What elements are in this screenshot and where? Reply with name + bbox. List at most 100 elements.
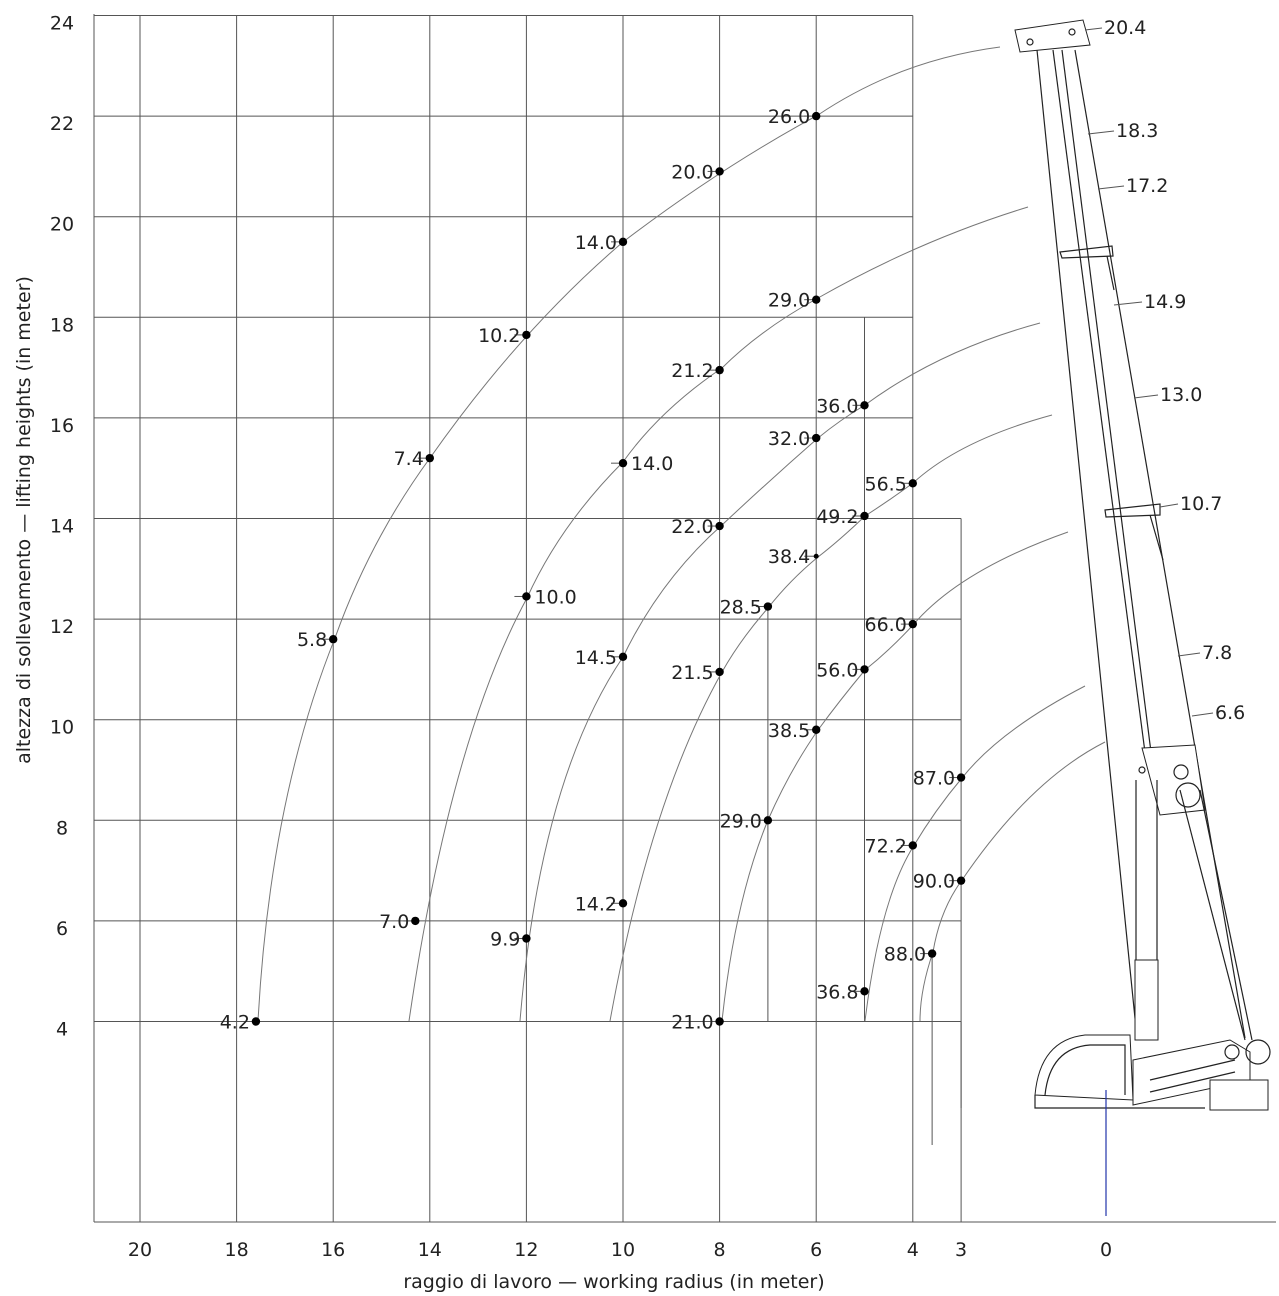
load-point: [522, 330, 531, 340]
load-point: [908, 841, 917, 850]
load-point: [908, 479, 917, 488]
boom-length-label: 17.2: [1126, 175, 1168, 197]
load-point-label: 72.2: [864, 835, 906, 857]
load-point: [715, 1017, 724, 1026]
x-tick-label: 0: [1100, 1239, 1112, 1261]
load-point: [425, 453, 434, 463]
x-tick-label: 12: [514, 1239, 538, 1261]
x-tick-label: 16: [321, 1239, 345, 1261]
load-point-label: 36.0: [816, 395, 858, 417]
range-arc: [919, 741, 1106, 1022]
load-point-label: 21.5: [671, 662, 713, 684]
boom-length-labels: 20.4 18.3 17.2 14.9 13.0 10.7 7.8 6.6: [1084, 17, 1245, 724]
load-point-label: 32.0: [768, 428, 810, 450]
load-point-label: 88.0: [884, 944, 926, 966]
load-point: [812, 725, 821, 734]
boom-length-label: 13.0: [1160, 384, 1202, 406]
x-tick-label: 18: [225, 1239, 249, 1261]
load-point-label: 9.9: [490, 929, 520, 951]
working-range-arcs: [257, 46, 1106, 1022]
load-point: [812, 295, 821, 304]
load-point: [812, 433, 821, 443]
load-point: [812, 111, 821, 121]
load-point-label: 66.0: [864, 614, 906, 636]
load-point: [813, 553, 819, 559]
load-point-label: 36.8: [816, 981, 858, 1003]
load-point-label: 14.2: [575, 893, 617, 915]
load-point-label: 10.2: [478, 325, 520, 347]
boom-length-label: 7.8: [1202, 642, 1232, 664]
load-point-label: 56.5: [864, 473, 906, 495]
range-arc: [721, 531, 1069, 1022]
x-axis-title: raggio di lavoro — working radius (in me…: [403, 1271, 824, 1293]
x-tick-label: 20: [128, 1239, 152, 1261]
load-point-label: 29.0: [768, 290, 810, 312]
load-point-label: 56.0: [816, 659, 858, 681]
load-point: [251, 1017, 261, 1026]
load-point-label: 10.0: [534, 586, 576, 608]
crane-machine-drawing: [1014, 19, 1271, 1216]
load-point: [763, 602, 773, 611]
x-tick-label: 8: [714, 1239, 726, 1261]
load-point: [618, 652, 628, 662]
load-point: [618, 899, 628, 908]
y-tick-label: 10: [50, 717, 74, 739]
load-point: [522, 934, 531, 943]
load-point: [329, 635, 338, 644]
load-point: [860, 401, 869, 410]
load-point: [956, 773, 966, 782]
y-tick-label: 16: [50, 415, 74, 437]
load-point-label: 90.0: [913, 871, 955, 893]
range-arc: [864, 685, 1086, 1022]
boom-length-label: 10.7: [1180, 493, 1222, 515]
x-tick-label: 4: [907, 1239, 919, 1261]
load-point-label: 87.0: [913, 768, 955, 790]
load-point: [618, 237, 628, 247]
y-tick-label: 24: [50, 13, 74, 35]
load-point: [715, 667, 724, 677]
boom-length-label: 18.3: [1116, 120, 1158, 142]
load-point-label: 7.4: [394, 448, 424, 470]
load-point-label: 26.0: [768, 106, 810, 128]
load-point: [411, 916, 420, 926]
y-tick-label: 20: [50, 214, 74, 236]
load-point-label: 14.0: [575, 232, 617, 254]
load-point: [860, 987, 869, 996]
load-point: [927, 949, 937, 958]
load-point: [715, 521, 724, 531]
load-point-label: 38.5: [768, 720, 810, 742]
y-tick-label: 18: [50, 314, 74, 336]
load-point-label: 49.2: [816, 506, 858, 528]
x-tick-label: 10: [611, 1239, 635, 1261]
load-point: [860, 665, 869, 674]
load-point-label: 38.4: [768, 546, 810, 568]
load-point: [908, 619, 917, 629]
boom-label-leader: [1133, 394, 1159, 399]
range-arc: [408, 206, 1029, 1022]
boom-label-leader: [1084, 27, 1103, 31]
y-tick-label: 12: [50, 616, 74, 638]
range-arc: [519, 322, 1041, 1022]
boom-label-leader: [1097, 185, 1125, 190]
load-point-label: 22.0: [671, 516, 713, 538]
boom-length-label: 20.4: [1104, 17, 1146, 39]
load-point-label: 7.0: [379, 911, 409, 933]
boom-label-leader: [1113, 301, 1143, 306]
load-point-label: 5.8: [297, 629, 327, 651]
y-tick-label: 14: [50, 516, 74, 538]
load-point-label: 21.2: [671, 360, 713, 382]
load-point-label: 29.0: [720, 810, 762, 832]
load-point: [522, 592, 531, 601]
load-point-label: 28.5: [720, 597, 762, 619]
boom-length-label: 6.6: [1215, 702, 1245, 724]
load-point: [763, 816, 773, 825]
y-tick-label: 6: [56, 918, 68, 940]
range-arc: [257, 46, 1001, 1022]
boom-label-leader: [1159, 503, 1179, 508]
axes: 20 18 16 14 12 10 8 6 4 3 0 4 6 8 10 12 14 16 18 20 22 24: [50, 13, 1276, 1261]
range-arc: [609, 414, 1053, 1022]
y-tick-label: 8: [56, 817, 68, 839]
y-tick-label: 22: [50, 113, 74, 135]
x-tick-label: 3: [955, 1239, 967, 1261]
y-tick-label: 4: [56, 1019, 68, 1041]
